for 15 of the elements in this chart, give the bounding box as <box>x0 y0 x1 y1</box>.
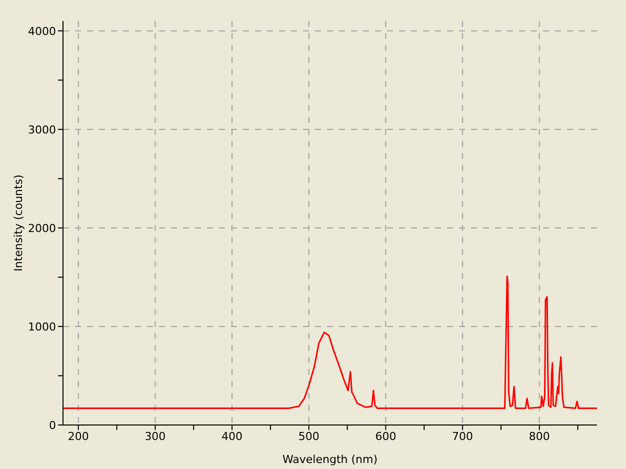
x-tick-label: 700 <box>452 430 474 443</box>
y-axis-title: Intensity (counts) <box>12 174 25 272</box>
y-tick-label: 3000 <box>28 123 56 136</box>
line-series <box>63 275 597 409</box>
x-tick-label: 300 <box>144 430 166 443</box>
y-tick-label: 1000 <box>28 320 56 334</box>
x-tick-label: 500 <box>298 430 320 443</box>
x-tick-label: 600 <box>375 430 396 443</box>
y-tick-label: 0 <box>49 418 56 432</box>
y-tick-label: 4000 <box>28 24 56 38</box>
x-axis-title: Wavelength (nm) <box>282 453 378 466</box>
x-tick-label: 800 <box>528 430 550 443</box>
y-tick-label: 2000 <box>28 222 56 235</box>
x-tick-label: 400 <box>222 430 243 443</box>
x-tick-label: 200 <box>68 430 89 443</box>
